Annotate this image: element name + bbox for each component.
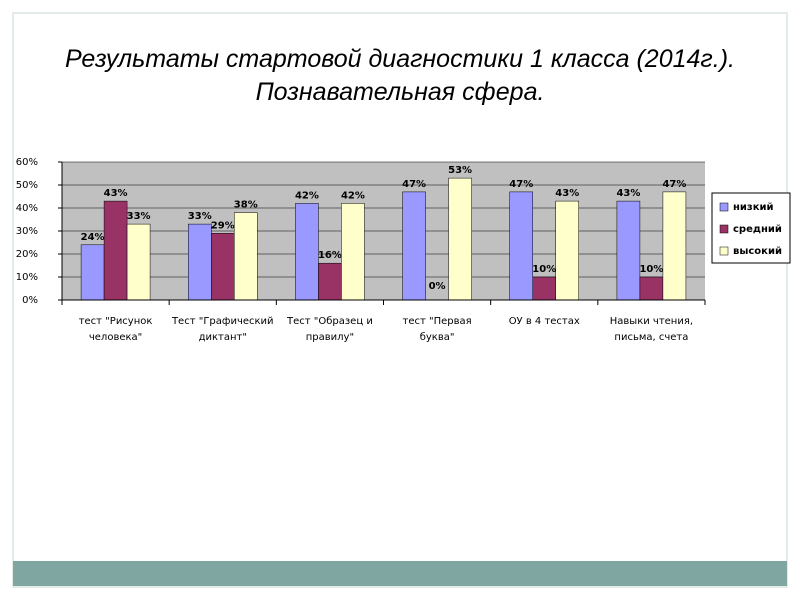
value-label: 38% bbox=[234, 200, 258, 211]
legend-label: низкий bbox=[733, 202, 774, 213]
value-label: 42% bbox=[341, 190, 365, 201]
y-tick-label: 10% bbox=[16, 272, 38, 283]
y-tick-label: 0% bbox=[22, 295, 38, 306]
bar bbox=[341, 203, 365, 301]
value-label: 47% bbox=[402, 179, 426, 190]
footer-band bbox=[13, 561, 787, 586]
bar bbox=[639, 276, 664, 301]
y-tick-label: 30% bbox=[16, 226, 38, 237]
value-label: 33% bbox=[127, 211, 151, 222]
y-tick-label: 40% bbox=[16, 203, 38, 214]
legend-label: средний bbox=[733, 224, 782, 235]
bar bbox=[80, 244, 105, 301]
value-label: 43% bbox=[616, 188, 640, 199]
x-tick-label: ОУ в 4 тестах bbox=[508, 316, 580, 327]
value-label: 24% bbox=[81, 232, 105, 243]
value-label: 47% bbox=[662, 179, 686, 190]
legend-swatch bbox=[719, 224, 729, 234]
value-label: 43% bbox=[555, 188, 579, 199]
bar bbox=[103, 200, 128, 301]
y-tick-label: 50% bbox=[16, 180, 38, 191]
value-label: 42% bbox=[295, 190, 319, 201]
value-label: 10% bbox=[532, 264, 556, 275]
bar bbox=[555, 200, 579, 301]
chart-subtitle: Познавательная сфера. bbox=[255, 78, 545, 106]
bar bbox=[211, 233, 235, 301]
value-label: 0% bbox=[429, 281, 446, 292]
bar bbox=[126, 223, 151, 301]
bar bbox=[616, 200, 641, 301]
x-tick-label: Навыки чтения, письма, счета bbox=[609, 316, 694, 343]
y-tick-label: 60% bbox=[16, 157, 38, 168]
bar bbox=[295, 203, 319, 301]
legend-swatch bbox=[719, 202, 729, 212]
chart-title: Результаты стартовой диагностики 1 класс… bbox=[65, 45, 735, 73]
bar bbox=[402, 191, 426, 301]
value-label: 53% bbox=[448, 165, 472, 176]
x-tick-label: Тест "Образец и правилу" bbox=[286, 316, 373, 343]
value-label: 33% bbox=[188, 211, 212, 222]
bar bbox=[509, 191, 533, 301]
bar bbox=[448, 177, 472, 301]
legend-swatch bbox=[719, 246, 729, 256]
value-label: 10% bbox=[639, 264, 663, 275]
bar bbox=[662, 191, 687, 301]
x-tick-label: тест "Первая буква" bbox=[402, 316, 472, 343]
value-label: 43% bbox=[104, 188, 128, 199]
y-tick-label: 20% bbox=[16, 249, 38, 260]
legend-label: высокий bbox=[733, 246, 782, 257]
bar bbox=[234, 212, 258, 301]
value-label: 47% bbox=[509, 179, 533, 190]
value-label: 29% bbox=[211, 220, 235, 231]
bar bbox=[532, 276, 556, 301]
x-tick-label: тест "Рисунок человека" bbox=[78, 316, 153, 343]
x-tick-label: Тест "Графический диктант" bbox=[171, 316, 274, 343]
value-label: 16% bbox=[318, 250, 342, 261]
bar bbox=[318, 262, 342, 301]
bar bbox=[188, 223, 212, 301]
